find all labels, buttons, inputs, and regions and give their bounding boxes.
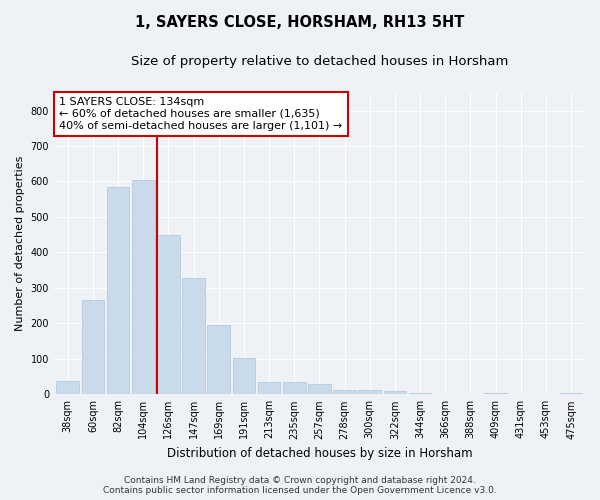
Bar (383, 392, 406, 394)
Bar (358, 390, 381, 394)
X-axis label: Distribution of detached houses by size in Horsham: Distribution of detached houses by size … (167, 447, 472, 460)
Bar (182, 278, 205, 394)
Title: Size of property relative to detached houses in Horsham: Size of property relative to detached ho… (131, 55, 508, 68)
Bar (283, 382, 305, 394)
Y-axis label: Number of detached properties: Number of detached properties (15, 156, 25, 331)
Bar (107, 187, 130, 394)
Bar (334, 390, 356, 394)
Bar (233, 358, 255, 394)
Bar (208, 325, 230, 394)
Bar (157, 234, 180, 394)
Bar (258, 382, 280, 394)
Text: 1, SAYERS CLOSE, HORSHAM, RH13 5HT: 1, SAYERS CLOSE, HORSHAM, RH13 5HT (136, 15, 464, 30)
Text: Contains HM Land Registry data © Crown copyright and database right 2024.
Contai: Contains HM Land Registry data © Crown c… (103, 476, 497, 495)
Bar (82, 300, 104, 394)
Bar (132, 180, 155, 394)
Text: 1 SAYERS CLOSE: 134sqm
← 60% of detached houses are smaller (1,635)
40% of semi-: 1 SAYERS CLOSE: 134sqm ← 60% of detached… (59, 98, 343, 130)
Bar (56, 381, 79, 394)
Bar (308, 384, 331, 394)
Bar (409, 392, 431, 394)
Bar (484, 393, 507, 394)
Bar (560, 393, 583, 394)
